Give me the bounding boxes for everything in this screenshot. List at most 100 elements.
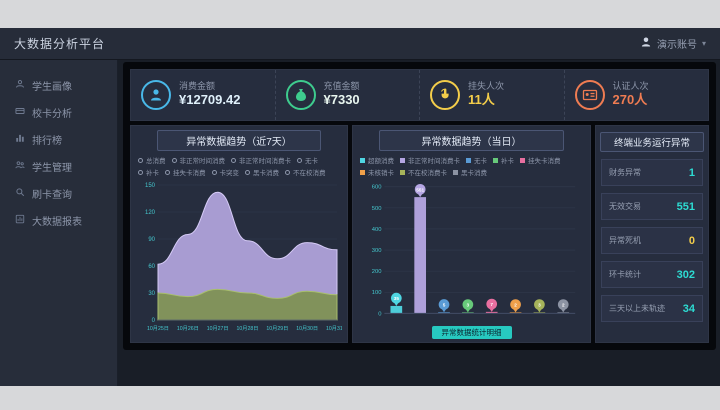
daily-chart-footer: 异常数据统计明细 (432, 326, 512, 339)
kpi-label: 充值金额 (324, 81, 360, 93)
legend-item[interactable]: 不在校消费 (285, 167, 326, 177)
legend-label: 非正常时间消费卡 (239, 155, 291, 165)
sidebar-menu: 学生画像 校卡分析 排行榜 学生管理 刷卡查询 (0, 60, 117, 234)
legend-label: 挂失卡消费 (173, 167, 206, 177)
weekly-trend-legend: 总消费非正常时间消费 非正常时间消费卡无卡补卡 挂失卡消费 卡突变黑卡消费 不在校消费 (131, 154, 347, 178)
legend-item[interactable]: 无卡 (466, 155, 487, 165)
legend-radio-icon (297, 158, 302, 163)
legend-radio-icon (285, 170, 290, 175)
kpi-label: 挂失人次 (468, 81, 504, 93)
svg-text:300: 300 (371, 248, 381, 254)
topbar: 大数据分析平台 演示账号 ▾ (0, 28, 720, 60)
legend-item[interactable]: 非正常时间消费 (172, 155, 226, 165)
app-title: 大数据分析平台 (14, 35, 105, 52)
legend-label: 未核销卡 (368, 167, 394, 177)
kpi-text: 消费金额 ¥12709.42 (179, 81, 240, 110)
sidebar-item-student-manage[interactable]: 学生管理 (0, 153, 117, 180)
sidebar-item-card-analysis[interactable]: 校卡分析 (0, 99, 117, 126)
panel-daily-trend: 异常数据趋势（当日） 超额消费 非正常时间消费卡无卡补卡挂失卡消费未核销卡不在校消… (352, 125, 591, 343)
svg-text:3: 3 (538, 303, 541, 308)
kpi-recharge: 充值金额 ¥7330 (275, 70, 420, 120)
daily-trend-legend: 超额消费 非正常时间消费卡无卡补卡挂失卡消费未核销卡不在校消费卡黑卡消费 (353, 154, 590, 178)
svg-text:551: 551 (416, 187, 424, 192)
stat-row-invalid-trade: 无效交易 551 (601, 193, 703, 220)
report-icon (15, 214, 25, 227)
legend-item[interactable]: 未核销卡 (360, 167, 394, 177)
svg-text:200: 200 (371, 269, 381, 275)
kpi-text: 充值金额 ¥7330 (324, 81, 360, 110)
sidebar-item-label: 学生管理 (32, 159, 72, 174)
user-name: 演示账号 (657, 36, 697, 51)
frame-inner: 消费金额 ¥12709.42 充值金额 ¥7330 (130, 69, 709, 343)
stats-row-value: 551 (677, 201, 695, 213)
svg-text:500: 500 (371, 206, 381, 212)
legend-radio-icon (138, 170, 143, 175)
sidebar: 学生画像 校卡分析 排行榜 学生管理 刷卡查询 (0, 60, 118, 386)
bar (414, 197, 426, 313)
daily-bar-chart: 010020030040050060035551537232 (358, 179, 586, 325)
legend-swatch (453, 170, 458, 175)
legend-label: 卡突变 (220, 167, 240, 177)
stat-label: 三天以上未轨迹 (609, 303, 665, 314)
sidebar-item-label: 大数据报表 (32, 213, 82, 228)
legend-swatch (400, 170, 405, 175)
sidebar-item-label: 排行榜 (32, 132, 62, 147)
legend-item[interactable]: 挂失卡消费 (520, 155, 561, 165)
svg-text:60: 60 (148, 264, 155, 270)
dashboard: 大数据分析平台 演示账号 ▾ 学生画像 校卡分析 (0, 28, 720, 386)
legend-radio-icon (172, 158, 177, 163)
main-content: 消费金额 ¥12709.42 充值金额 ¥7330 (118, 60, 720, 386)
user-menu[interactable]: 演示账号 ▾ (640, 36, 706, 51)
ranking-icon (15, 133, 25, 146)
legend-swatch (493, 158, 498, 163)
stats-row-value: 34 (683, 303, 695, 315)
legend-swatch (400, 158, 405, 163)
legend-radio-icon (165, 170, 170, 175)
svg-text:10月27日: 10月27日 (207, 325, 229, 332)
legend-label: 非正常时间消费卡 (408, 155, 460, 165)
search-icon (15, 187, 25, 200)
stats-row-value: 1 (689, 167, 695, 179)
legend-swatch (360, 158, 365, 163)
legend-item[interactable]: 不在校消费卡 (400, 167, 447, 177)
legend-label: 不在校消费 (293, 167, 326, 177)
legend-item[interactable]: 非正常时间消费卡 (400, 155, 460, 165)
legend-swatch (360, 170, 365, 175)
card-analysis-icon (15, 106, 25, 119)
sidebar-item-student-portrait[interactable]: 学生画像 (0, 72, 117, 99)
bar (390, 306, 402, 313)
svg-text:30: 30 (148, 291, 155, 297)
sidebar-item-bigdata-report[interactable]: 大数据报表 (0, 207, 117, 234)
student-manage-icon (15, 160, 25, 173)
svg-text:0: 0 (152, 318, 156, 324)
svg-text:10月25日: 10月25日 (147, 325, 169, 332)
legend-item[interactable]: 非正常时间消费卡 (231, 155, 291, 165)
legend-item[interactable]: 补卡 (138, 167, 159, 177)
svg-text:10月30日: 10月30日 (296, 325, 318, 332)
id-card-icon (575, 80, 605, 110)
legend-item[interactable]: 超额消费 (360, 155, 394, 165)
legend-item[interactable]: 黑卡消费 (453, 167, 487, 177)
svg-text:7: 7 (490, 302, 493, 307)
legend-item[interactable]: 黑卡消费 (245, 167, 279, 177)
sidebar-item-swipe-query[interactable]: 刷卡查询 (0, 180, 117, 207)
legend-label: 补卡 (146, 167, 159, 177)
svg-text:600: 600 (371, 185, 381, 191)
legend-item[interactable]: 挂失卡消费 (165, 167, 206, 177)
svg-text:400: 400 (371, 227, 381, 233)
svg-text:150: 150 (145, 183, 156, 189)
legend-item[interactable]: 卡突变 (212, 167, 240, 177)
sidebar-item-ranking[interactable]: 排行榜 (0, 126, 117, 153)
legend-label: 总消费 (146, 155, 166, 165)
panel-terminal-status: 终端业务运行异常 财务异常 1 无效交易 551 异常死机 (595, 125, 709, 343)
daily-trend-title: 异常数据趋势（当日） (379, 130, 564, 151)
legend-item[interactable]: 总消费 (138, 155, 166, 165)
sidebar-item-label: 校卡分析 (32, 105, 72, 120)
kpi-value: 270人 (613, 92, 649, 109)
legend-item[interactable]: 补卡 (493, 155, 514, 165)
page: 大数据分析平台 演示账号 ▾ 学生画像 校卡分析 (0, 0, 720, 410)
legend-item[interactable]: 无卡 (297, 155, 318, 165)
kpi-label: 消费金额 (179, 81, 240, 93)
sidebar-item-label: 刷卡查询 (32, 186, 72, 201)
svg-text:5: 5 (442, 302, 445, 307)
